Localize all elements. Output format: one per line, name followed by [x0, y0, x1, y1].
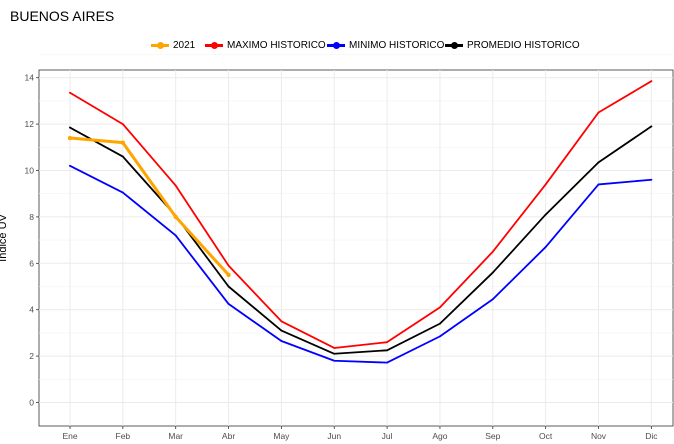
data-point: [386, 341, 388, 343]
data-point: [492, 272, 494, 274]
x-tick-label: Mar: [168, 431, 183, 441]
data-point: [333, 360, 335, 362]
x-tick-label: Nov: [591, 431, 607, 441]
y-tick-label: 2: [29, 351, 34, 361]
data-point: [174, 215, 178, 219]
y-tick-label: 6: [29, 258, 34, 268]
data-point: [545, 184, 547, 186]
data-point: [650, 80, 652, 82]
data-point: [386, 349, 388, 351]
data-point: [492, 251, 494, 253]
y-tick-label: 0: [29, 398, 34, 408]
data-point: [598, 184, 600, 186]
x-tick-label: Jun: [327, 431, 341, 441]
x-tick-label: Feb: [116, 431, 131, 441]
data-point: [69, 127, 71, 129]
x-tick-label: Oct: [539, 431, 553, 441]
data-point: [492, 298, 494, 300]
data-point: [228, 286, 230, 288]
data-point: [386, 362, 388, 364]
data-point: [281, 340, 283, 342]
y-tick-label: 14: [25, 73, 35, 83]
data-point: [281, 330, 283, 332]
data-point: [122, 156, 124, 158]
data-point: [545, 214, 547, 216]
data-point: [650, 126, 652, 128]
x-tick-label: Abr: [222, 431, 235, 441]
data-point: [122, 192, 124, 194]
y-tick-label: 8: [29, 212, 34, 222]
data-point: [439, 306, 441, 308]
data-point: [226, 273, 230, 277]
plot-panel: [39, 70, 673, 426]
data-point: [175, 235, 177, 237]
x-tick-label: Ene: [62, 431, 77, 441]
data-point: [333, 347, 335, 349]
data-point: [121, 140, 125, 144]
data-point: [69, 92, 71, 94]
data-point: [69, 165, 71, 167]
x-tick-label: Dic: [645, 431, 658, 441]
x-tick-label: May: [273, 431, 290, 441]
data-point: [228, 265, 230, 267]
x-tick-label: Ago: [432, 431, 447, 441]
x-tick-label: Jul: [382, 431, 393, 441]
data-point: [598, 112, 600, 114]
data-point: [68, 136, 72, 140]
x-tick-label: Sep: [485, 431, 500, 441]
data-point: [281, 320, 283, 322]
y-tick-label: 4: [29, 305, 34, 315]
data-point: [650, 179, 652, 181]
data-point: [439, 323, 441, 325]
y-tick-label: 10: [25, 166, 35, 176]
data-point: [122, 123, 124, 125]
data-point: [598, 161, 600, 163]
data-point: [175, 185, 177, 187]
data-point: [545, 246, 547, 248]
y-tick-label: 12: [25, 119, 35, 129]
data-point: [228, 303, 230, 305]
data-point: [439, 335, 441, 337]
data-point: [333, 353, 335, 355]
